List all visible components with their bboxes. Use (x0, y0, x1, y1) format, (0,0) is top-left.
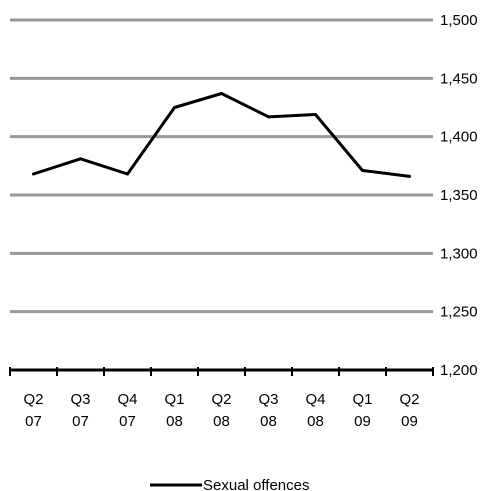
data-point (79, 157, 82, 161)
y-tick-label: 1,250 (440, 304, 478, 321)
x-tick-label-quarter: Q3 (70, 391, 90, 408)
x-tick-label-quarter: Q2 (211, 391, 231, 408)
x-tick-label-year: 07 (119, 413, 136, 430)
x-tick-label-year: 07 (25, 413, 42, 430)
legend-label: Sexual offences (203, 477, 309, 491)
x-axis (9, 367, 434, 376)
data-point (126, 172, 129, 176)
x-tick-label-year: 09 (354, 413, 371, 430)
data-point (173, 106, 176, 109)
data-point (361, 169, 364, 172)
x-tick-label-quarter: Q2 (23, 391, 43, 408)
y-tick-label: 1,450 (440, 70, 478, 87)
x-tick-label-quarter: Q4 (117, 391, 137, 408)
series-line-sexual-offences (33, 92, 410, 178)
legend: Sexual offences (150, 477, 309, 491)
y-tick-label: 1,500 (440, 12, 478, 29)
y-tick-labels: 1,200 1,250 1,300 1,350 1,400 1,450 1,500 (440, 12, 478, 379)
x-tick-label-quarter: Q1 (164, 391, 184, 408)
y-tick-label: 1,350 (440, 187, 478, 204)
x-tick-label-year: 08 (213, 413, 230, 430)
series-group (32, 92, 411, 178)
x-tick-label-year: 09 (401, 413, 418, 430)
data-point (32, 172, 35, 176)
data-point (314, 113, 317, 116)
x-tick-label-year: 07 (72, 413, 89, 430)
x-tick-labels: Q2 07 Q3 07 Q4 07 Q1 08 Q2 08 Q3 08 Q4 08 Q1 09 Q2 09 (23, 391, 419, 430)
data-point (220, 92, 223, 95)
y-tick-label: 1,400 (440, 129, 478, 146)
x-tick-label-quarter: Q4 (305, 391, 325, 408)
x-tick-label-year: 08 (260, 413, 277, 430)
gridlines (10, 18, 433, 314)
data-point (408, 174, 411, 178)
y-tick-label: 1,200 (440, 362, 478, 379)
x-tick-label-year: 08 (307, 413, 324, 430)
x-tick-label-quarter: Q3 (258, 391, 278, 408)
data-point (267, 115, 270, 119)
x-tick-label-quarter: Q2 (399, 391, 419, 408)
x-tick-label-quarter: Q1 (352, 391, 372, 408)
y-tick-label: 1,300 (440, 245, 478, 262)
x-tick-label-year: 08 (166, 413, 183, 430)
